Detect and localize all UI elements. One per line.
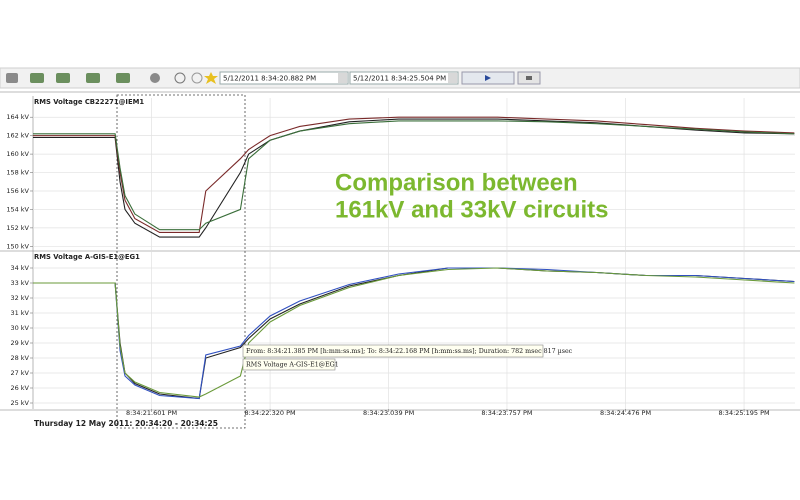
tool-icon[interactable] bbox=[191, 72, 203, 84]
tooltip bbox=[242, 358, 336, 371]
y-tick-label: 164 kV bbox=[6, 113, 29, 121]
stop-icon bbox=[526, 76, 532, 80]
x-tick-label: 8:34:23.757 PM bbox=[481, 409, 532, 417]
y-tick-label: 31 kV bbox=[10, 309, 29, 317]
toolbar-icons bbox=[6, 72, 218, 84]
tool-icon[interactable] bbox=[30, 73, 44, 83]
series-line bbox=[33, 267, 795, 400]
end-field[interactable] bbox=[349, 71, 459, 85]
y-tick-label: 26 kV bbox=[10, 384, 29, 392]
start-field[interactable] bbox=[219, 71, 349, 85]
play-icon bbox=[485, 75, 491, 81]
tool-icon[interactable] bbox=[174, 72, 186, 84]
overlay-text: 161kV and 33kV circuits bbox=[335, 196, 609, 223]
y-tick-label: 158 kV bbox=[6, 169, 29, 177]
selection-box bbox=[116, 94, 246, 429]
overlay-text: Comparison between bbox=[335, 169, 578, 196]
dropdown[interactable] bbox=[338, 73, 347, 83]
charts: RMS Voltage CB22271@IEM1 150 kV 152 kV 154 … bbox=[6, 96, 795, 417]
tooltip-channel: RMS Voltage A-GIS-E1@EG1 bbox=[246, 362, 339, 369]
tooltip-range: From: 8:34:21.385 PM [h:mm:ss.ms]; To: 8… bbox=[246, 348, 573, 355]
series-line bbox=[33, 267, 795, 398]
tool-icon[interactable] bbox=[6, 73, 18, 83]
y-tick-label: 25 kV bbox=[10, 399, 29, 407]
y-tick-label: 152 kV bbox=[6, 224, 29, 232]
end-time: 5/12/2011 8:34:25.504 PM bbox=[353, 75, 446, 83]
y-tick-label: 34 kV bbox=[10, 264, 29, 272]
y-tick-label: 162 kV bbox=[6, 132, 29, 140]
y-tick-label: 27 kV bbox=[10, 369, 29, 377]
dropdown[interactable] bbox=[448, 73, 457, 83]
y-tick-label: 30 kV bbox=[10, 324, 29, 332]
x-tick-label: 8:34:25.195 PM bbox=[718, 409, 769, 417]
start-time: 5/12/2011 8:34:20.882 PM bbox=[223, 75, 316, 83]
y-tick-label: 154 kV bbox=[6, 205, 29, 213]
tool-icon[interactable] bbox=[204, 72, 218, 84]
panel-title: RMS Voltage A-GIS-E1@EG1 bbox=[34, 253, 140, 261]
tool-icon[interactable] bbox=[56, 73, 70, 83]
x-tick-label: 8:34:23.039 PM bbox=[363, 409, 414, 417]
x-tick-label: 8:34:22.320 PM bbox=[245, 409, 296, 417]
series-line bbox=[33, 267, 795, 400]
y-tick-label: 33 kV bbox=[10, 279, 29, 287]
footer: Thursday 12 May 2011: 20:34:20 - 20:34:2… bbox=[34, 419, 218, 428]
tooltip bbox=[242, 344, 544, 358]
y-tick-label: 29 kV bbox=[10, 339, 29, 347]
y-tick-label: 160 kV bbox=[6, 150, 29, 158]
tool-icon[interactable] bbox=[150, 73, 160, 83]
x-tick-label: 8:34:24.476 PM bbox=[600, 409, 651, 417]
x-tick-label: 8:34:21.601 PM bbox=[126, 409, 177, 417]
y-tick-label: 156 kV bbox=[6, 187, 29, 195]
y-tick-label: 32 kV bbox=[10, 294, 29, 302]
series-line bbox=[33, 116, 795, 234]
panel-title: RMS Voltage CB22271@IEM1 bbox=[34, 98, 144, 106]
y-tick-label: 28 kV bbox=[10, 354, 29, 362]
tool-icon[interactable] bbox=[116, 73, 130, 83]
y-tick-label: 150 kV bbox=[6, 242, 29, 250]
series-line bbox=[33, 120, 795, 231]
tool-icon[interactable] bbox=[86, 73, 100, 83]
